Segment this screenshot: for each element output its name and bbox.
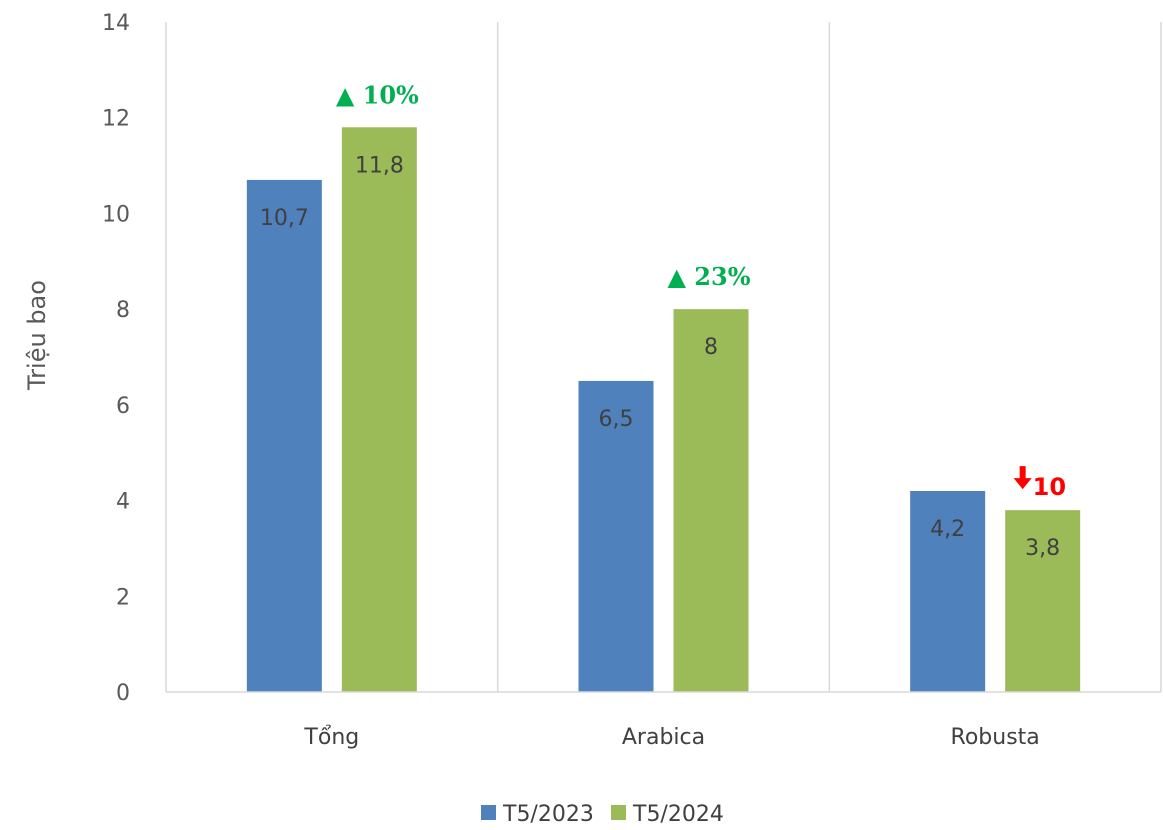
data-label: 4,2 xyxy=(930,517,965,542)
data-label: 6,5 xyxy=(599,407,634,432)
bar-t5-2023 xyxy=(578,380,654,692)
legend: T5/2023 T5/2024 xyxy=(481,802,724,827)
data-labels: 10,7 11,8 6,5 8 4,2 3,8 xyxy=(260,153,1060,561)
annotation-change-up: ▲ 10% xyxy=(336,80,419,109)
data-label: 10,7 xyxy=(260,206,309,231)
category-label: Robusta xyxy=(951,725,1040,750)
arrow-down-icon xyxy=(1013,466,1032,490)
grid-lines xyxy=(165,22,1162,692)
y-tick-label: 6 xyxy=(116,394,130,419)
y-tick-label: 14 xyxy=(102,11,130,36)
y-tick-label: 0 xyxy=(116,681,130,706)
bars xyxy=(246,127,1081,693)
bar-t5-2023 xyxy=(910,491,986,692)
category-label: Arabica xyxy=(622,725,705,750)
data-label: 8 xyxy=(704,335,718,360)
x-axis-categories: Tổng Arabica Robusta xyxy=(303,725,1039,750)
bar-t5-2024 xyxy=(673,309,749,692)
y-axis-label: Triệu bao xyxy=(23,280,51,391)
y-axis-ticks: 0 2 4 6 8 10 12 14 xyxy=(102,11,130,706)
annotation-change-down: 10 xyxy=(1013,466,1066,501)
legend-entry: T5/2023 xyxy=(502,802,594,827)
legend-entry: T5/2024 xyxy=(632,802,724,827)
bar-t5-2023 xyxy=(246,179,322,692)
y-tick-label: 8 xyxy=(116,298,130,323)
category-label: Tổng xyxy=(303,725,359,750)
legend-swatch xyxy=(611,805,626,820)
bar-t5-2024 xyxy=(341,127,417,693)
y-tick-label: 10 xyxy=(102,202,130,227)
annotation-change-up: ▲ 23% xyxy=(667,262,750,291)
data-label: 3,8 xyxy=(1025,536,1060,561)
y-tick-label: 2 xyxy=(116,585,130,610)
annotations: ▲ 10% ▲ 23% 10 xyxy=(336,80,1066,501)
annotation-text: 10 xyxy=(1033,473,1066,501)
bar-t5-2024 xyxy=(1005,510,1081,692)
y-tick-label: 4 xyxy=(116,490,130,515)
data-label: 11,8 xyxy=(355,153,404,178)
y-tick-label: 12 xyxy=(102,107,130,132)
legend-swatch xyxy=(481,805,496,820)
